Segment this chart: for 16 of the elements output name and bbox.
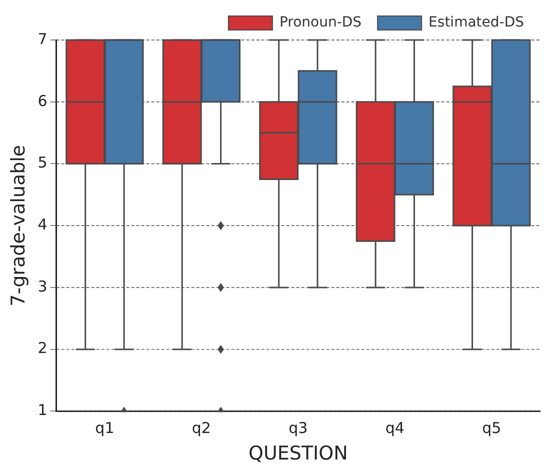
y-tick-label: 5 xyxy=(38,154,48,172)
x-tick-label: q3 xyxy=(288,419,308,438)
y-tick-label: 6 xyxy=(38,92,48,110)
y-tick-label: 1 xyxy=(38,401,48,420)
legend-label: Estimated-DS xyxy=(428,14,524,31)
legend-label: Pronoun-DS xyxy=(279,14,362,31)
x-axis-title: QUESTION xyxy=(248,442,348,465)
x-tick-label: q5 xyxy=(482,419,502,438)
y-axis-title: 7-grade-valuable xyxy=(7,144,30,306)
x-tick-label: q1 xyxy=(95,419,114,438)
y-tick-label: 4 xyxy=(38,215,48,234)
x-tick-label: q4 xyxy=(385,419,404,438)
y-tick-label: 3 xyxy=(38,277,48,296)
y-tick-label: 2 xyxy=(38,339,48,358)
x-tick-label: q2 xyxy=(192,419,211,438)
y-tick-label: 7 xyxy=(38,30,48,48)
